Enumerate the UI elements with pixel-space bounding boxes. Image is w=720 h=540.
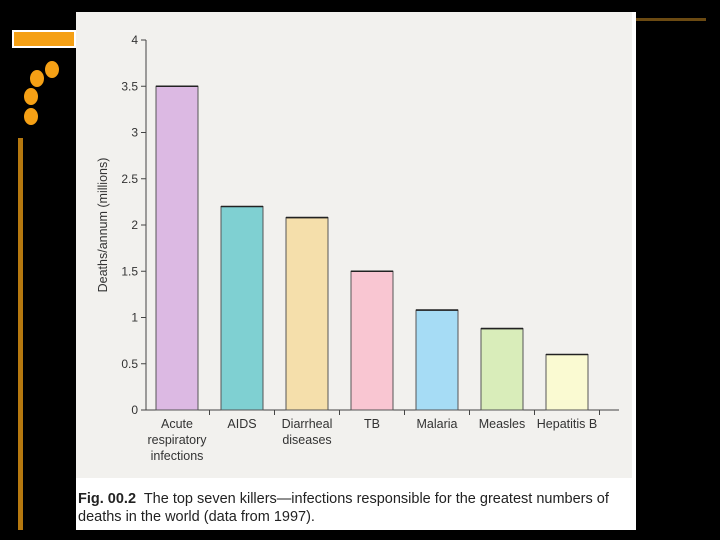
y-tick-label: 4 bbox=[131, 33, 138, 47]
y-tick-label: 1 bbox=[131, 311, 138, 325]
y-axis-title: Deaths/annum (millions) bbox=[96, 158, 110, 293]
y-tick-label: 3 bbox=[131, 126, 138, 140]
figure-panel: 0 0.5 1 1.5 2 2.5 3 3.5 4 Deaths/annum (millions)… bbox=[76, 12, 636, 530]
bar bbox=[155, 85, 199, 411]
x-tick-label: Measles bbox=[479, 417, 526, 431]
x-tick-label: respiratory bbox=[147, 433, 207, 447]
decorative-dot bbox=[24, 88, 38, 105]
decorative-dot bbox=[45, 61, 59, 78]
bar-chart: 0 0.5 1 1.5 2 2.5 3 3.5 4 Deaths/annum (millions)… bbox=[96, 33, 619, 463]
y-tick-label: 0 bbox=[131, 403, 138, 417]
x-tick-label: TB bbox=[364, 417, 380, 431]
bar bbox=[350, 270, 394, 411]
y-tick-label: 3.5 bbox=[121, 79, 138, 93]
x-tick-label: AIDS bbox=[227, 417, 256, 431]
decorative-line bbox=[636, 18, 706, 21]
x-tick-label: diseases bbox=[282, 433, 331, 447]
figure-label: Fig. 00.2 bbox=[78, 491, 137, 507]
x-tick-label: Diarrheal bbox=[282, 417, 333, 431]
x-tick-label: infections bbox=[151, 449, 204, 463]
bar bbox=[415, 309, 459, 411]
x-tick-label: Malaria bbox=[417, 417, 458, 431]
y-tick-label: 2 bbox=[131, 218, 138, 232]
x-tick-label: Acute bbox=[161, 417, 193, 431]
y-tick-label: 1.5 bbox=[121, 264, 138, 278]
decorative-dot bbox=[24, 108, 38, 125]
figure-caption: Fig. 00.2 The top seven killers—infectio… bbox=[78, 490, 630, 526]
decorative-orange-bar bbox=[12, 30, 76, 48]
bar bbox=[220, 206, 264, 411]
bar bbox=[285, 217, 329, 411]
decorative-vertical-line bbox=[18, 138, 23, 530]
y-tick-label: 0.5 bbox=[121, 357, 138, 371]
y-tick-label: 2.5 bbox=[121, 172, 138, 186]
bar bbox=[480, 328, 524, 411]
caption-text: The top seven killers—infections respons… bbox=[78, 491, 609, 525]
decorative-dot bbox=[30, 70, 44, 87]
x-tick-label: Hepatitis B bbox=[537, 417, 597, 431]
bar bbox=[545, 354, 589, 411]
